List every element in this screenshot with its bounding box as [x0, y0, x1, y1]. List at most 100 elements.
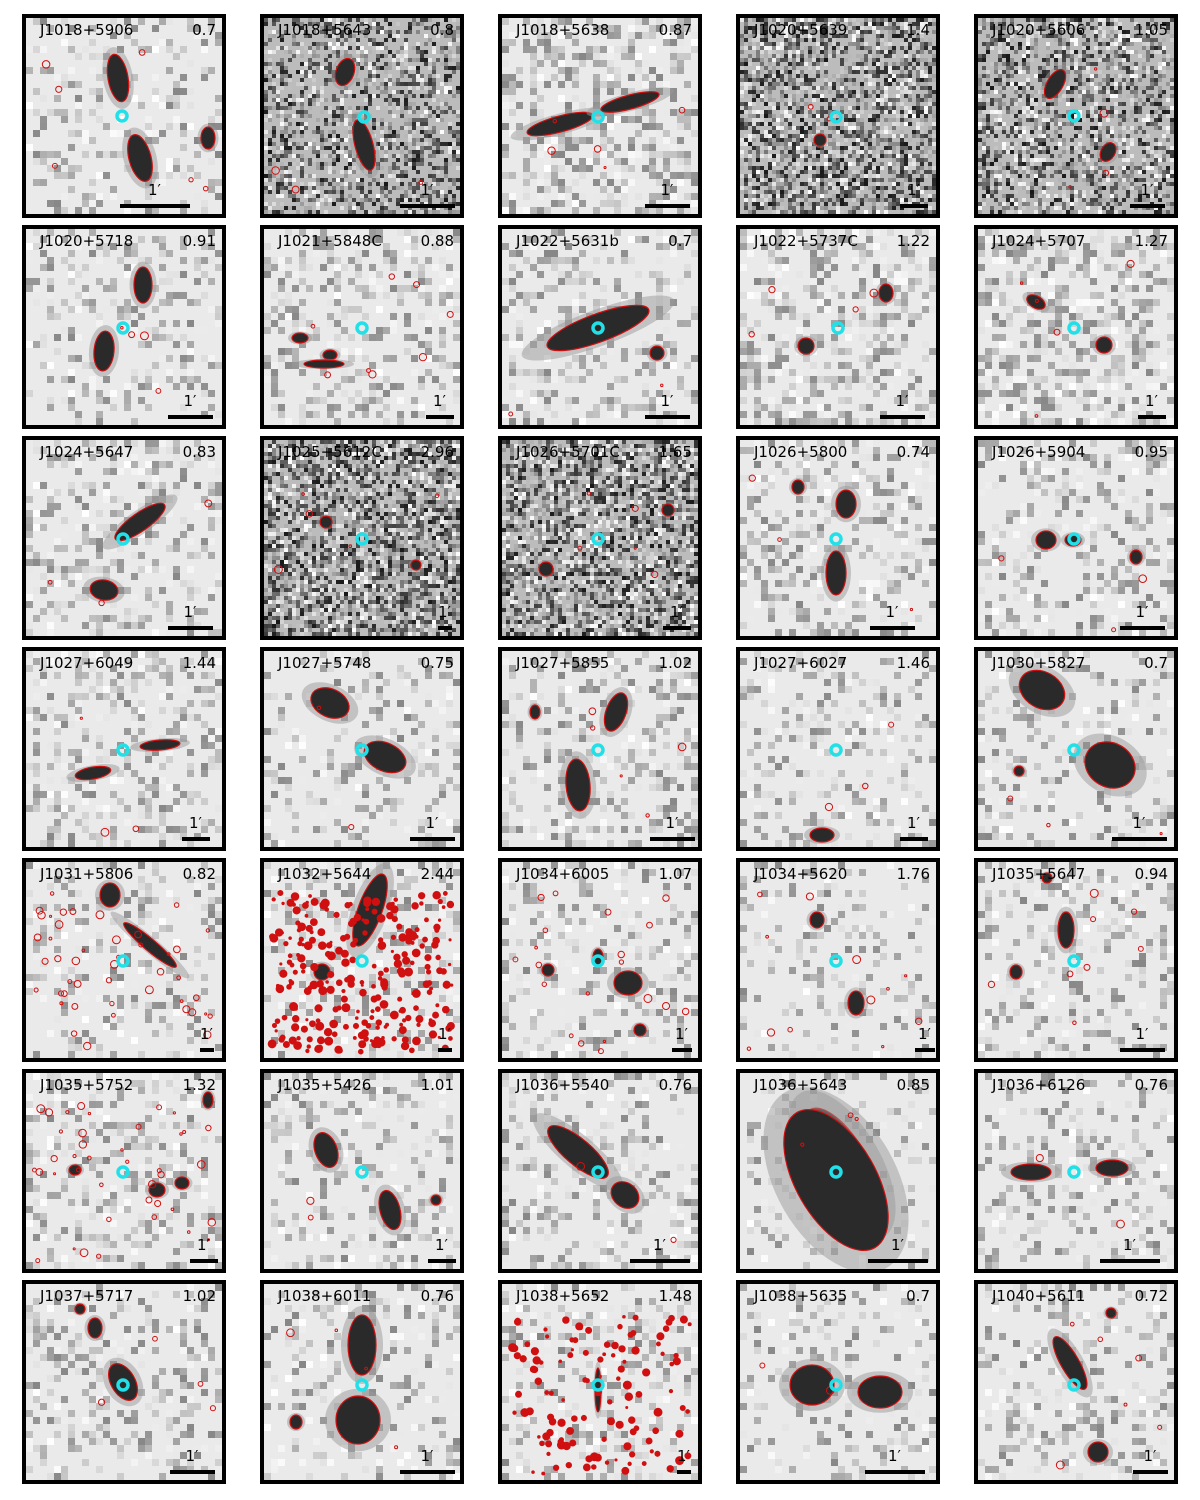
cutout-image [978, 1284, 1174, 1480]
scale-label: 1′ [185, 1447, 199, 1465]
contour-speck [386, 902, 395, 911]
contour-speck [35, 906, 44, 915]
contour-speck [620, 1347, 626, 1353]
contour-speck [617, 950, 625, 959]
contour-speck [335, 979, 343, 987]
redshift-value: 1.44 [182, 654, 216, 672]
cutout-panel: J1020+5606 1.05 1′ [974, 14, 1178, 218]
scale-label: 1′ [660, 392, 674, 410]
contour-speck [547, 1413, 555, 1421]
radio-lobe [1041, 872, 1053, 884]
cutout-image [978, 651, 1174, 847]
contour-speck [437, 918, 442, 922]
contour-speck [668, 1389, 674, 1394]
contour-speck [77, 1102, 86, 1111]
scale-label: 1′ [183, 603, 197, 621]
contour-speck [340, 995, 348, 1003]
radio-lobe [1095, 336, 1113, 354]
cutout-panel: J1026+5701C 1.65 1′ [498, 436, 702, 640]
contour-speck [188, 177, 194, 183]
redshift-value: 0.83 [182, 443, 216, 461]
scale-bar [1100, 1259, 1160, 1263]
contour-speck [401, 951, 408, 958]
contour-speck [591, 1464, 597, 1470]
contour-speck [571, 1415, 578, 1422]
contour-speck [78, 1128, 87, 1138]
contour-speck [58, 1129, 63, 1134]
cutout-panel: J1026+5800 0.74 1′ [736, 436, 940, 640]
contour-speck [633, 1425, 640, 1432]
radio-lobe [148, 1182, 166, 1198]
contour-speck [660, 1351, 665, 1356]
contour-speck [192, 994, 200, 1002]
cutout-panel: J1027+5855 1.02 1′ [498, 647, 702, 851]
contour-speck [138, 942, 144, 948]
contour-speck [156, 967, 165, 976]
cutout-image [264, 651, 460, 847]
contour-speck [72, 1247, 76, 1251]
contour-speck [391, 1036, 397, 1042]
contour-speck [305, 924, 313, 933]
contour-speck [411, 948, 421, 958]
scale-bar [168, 415, 213, 419]
contour-speck [866, 995, 876, 1005]
contour-speck [598, 1374, 602, 1379]
contour-speck [580, 1414, 587, 1421]
cutout-image [264, 440, 460, 636]
source-name: J1032+5644 [278, 865, 372, 883]
contour-speck [653, 1407, 663, 1417]
contour-speck [408, 1047, 415, 1054]
contour-speck [361, 1019, 368, 1026]
contour-speck [552, 118, 558, 124]
contour-speck [296, 953, 301, 957]
host-marker [355, 321, 369, 335]
source-name: J1021+5848C [278, 232, 382, 250]
contour-speck [854, 1116, 859, 1122]
source-name: J1027+6027 [754, 654, 848, 672]
redshift-value: 0.94 [1134, 865, 1168, 883]
contour-speck [348, 823, 355, 831]
contour-speck [317, 928, 326, 937]
contour-speck [288, 1036, 297, 1045]
radio-lobe [93, 330, 115, 372]
contour-speck [324, 1036, 334, 1046]
scale-bar [868, 1259, 928, 1263]
contour-speck [209, 1405, 216, 1412]
redshift-value: 0.7 [1144, 654, 1168, 672]
redshift-value: 0.75 [420, 654, 454, 672]
scale-bar [410, 837, 455, 841]
contour-speck [279, 969, 288, 978]
cutout-panel: J1040+5611 0.72 1′ [974, 1280, 1178, 1484]
contour-speck [319, 900, 329, 910]
contour-speck [1159, 832, 1163, 836]
contour-speck [614, 1458, 618, 1462]
cutout-panel: J1020+5639 1.4 1′ [736, 14, 940, 218]
contour-speck [179, 1132, 183, 1136]
contour-speck [558, 1437, 565, 1443]
contour-speck [1046, 822, 1051, 828]
contour-speck [681, 1007, 690, 1016]
radio-lobe [1105, 1307, 1117, 1319]
contour-speck [1083, 963, 1091, 971]
contour-speck [51, 162, 58, 169]
contour-speck [562, 1316, 570, 1324]
contour-speck [132, 825, 140, 833]
cutout-panel: J1022+5737C 1.22 1′ [736, 225, 940, 429]
contour-speck [86, 1155, 92, 1161]
cutout-image [502, 1284, 698, 1480]
cutout-panel: J1035+5647 0.94 1′ [974, 858, 1178, 1062]
contour-speck [54, 920, 64, 929]
contour-speck [59, 1001, 64, 1006]
contour-speck [176, 975, 182, 981]
contour-speck [537, 893, 545, 902]
contour-speck [1099, 108, 1109, 118]
redshift-value: 0.8 [430, 21, 454, 39]
contour-speck [97, 1398, 106, 1406]
contour-speck [547, 146, 556, 155]
radio-lobe [133, 266, 153, 304]
redshift-value: 1.07 [658, 865, 692, 883]
scale-bar [438, 1048, 452, 1052]
contour-speck [390, 949, 394, 954]
scale-bar [200, 1048, 214, 1052]
contour-speck [589, 1452, 599, 1462]
